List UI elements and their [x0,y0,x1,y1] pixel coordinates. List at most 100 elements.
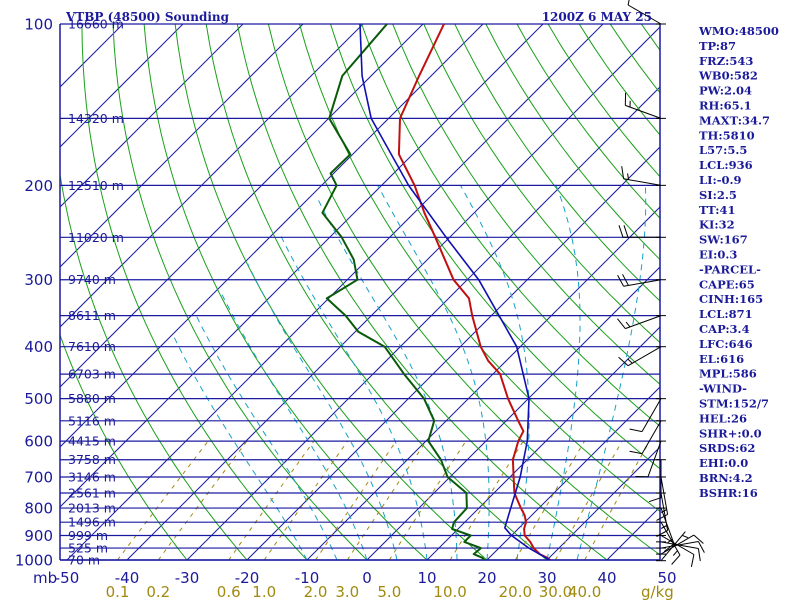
dry-adiabat-line [330,24,660,470]
dry-adiabat-line [299,24,660,513]
stability-index-item: LFC:646 [699,337,753,351]
pressure-label: 200 [24,177,53,195]
dry-adiabat-line [361,24,660,427]
stability-index-item: HEL:26 [699,411,747,425]
mixing-ratio-tick-label: 0.2 [146,583,170,600]
moist-adiabat-line [195,315,338,560]
mixing-ratio-line [157,440,248,560]
wind-barb [656,492,669,537]
dry-adiabat-line [60,333,188,560]
height-label: 9740 m [68,272,116,287]
dry-adiabat-line [423,24,660,344]
mixing-ratio-tick-label: 3.0 [335,583,359,600]
height-label: 5880 m [68,391,116,406]
isotherm-line [366,266,660,560]
wind-barb [656,521,681,565]
height-label: 4415 m [68,434,116,449]
mixing-ratio-tick-label: 30.0 [539,583,572,600]
height-label: 999 m [68,528,108,543]
stability-index-item: PW:2.04 [699,84,752,98]
pressure-label: 1000 [15,552,53,570]
axis-labels: 16660 m 14320 m 12510 m 11020 m 9740 m 8611 m… [15,16,677,600]
mixing-ratio-line [449,440,524,560]
temperature-tick-label: -20 [235,569,260,587]
stability-index-item: STM:152/7 [699,397,769,411]
height-label: 8611 m [68,308,116,323]
moist-adiabat-line [278,232,428,560]
moist-adiabat-line [377,185,490,560]
wind-barb [621,166,666,186]
moist-adiabat-line [247,263,398,560]
pressure-label: 400 [24,338,53,356]
height-label: 7610 m [68,339,116,354]
wind-barb [627,0,666,25]
height-label: 1496 m [68,515,116,530]
wind-barb [656,541,701,562]
mixing-ratio-line [514,440,586,560]
isotherm-line [126,26,660,560]
mixing-ratio-tick-label: 10.0 [433,583,466,600]
stability-index-item: SHR+:0.0 [699,426,762,440]
stability-index-item: SI:2.5 [699,188,737,202]
wind-barb [629,398,666,433]
temperature-tick-label: 20 [477,569,496,587]
dry-adiabat-line [766,24,800,571]
stability-index-item: KI:32 [699,218,735,232]
wind-barb [618,346,666,367]
isotherm-line [66,24,604,560]
mixing-ratio-tick-label: 40.0 [568,583,601,600]
isotherm-line [486,386,660,560]
diagram-background-lines [60,24,800,571]
height-label: 5116 m [68,413,116,428]
height-label: 16660 m [68,17,124,32]
dry-adiabat-line [143,24,428,560]
temperature-tick-label: 30 [537,569,556,587]
pressure-label: 100 [24,16,53,34]
moist-adiabat-line [576,185,647,560]
mixing-ratio-tick-label: 0.1 [106,583,130,600]
stability-index-item: MPL:586 [699,367,757,381]
stability-index-item: SW:167 [699,233,748,247]
wind-barb [618,225,666,238]
isotherm-line [186,86,660,560]
isotherm-line [306,206,660,560]
stability-index-item: LCL:871 [699,307,753,321]
wind-barbs [617,0,705,567]
dry-adiabat-line [60,171,248,560]
dry-adiabat-line [578,24,660,136]
temperature-tick-label: 40 [597,569,616,587]
parcel-profile-line [359,24,552,560]
mixing-ratio-tick-label: 2.0 [304,583,328,600]
mixing-ratio-line [117,440,209,560]
mixing-ratio-line [315,440,397,560]
stability-index-item: -WIND- [699,382,747,396]
dry-adiabat-line [112,24,368,560]
mixing-ratio-line [346,440,427,560]
temperature-tick-label: -50 [55,569,80,587]
height-label: 6703 m [68,367,116,382]
stability-index-item: TH:5810 [699,128,755,142]
wind-barb [624,92,666,119]
height-label: 11020 m [68,230,124,245]
pressure-label: 700 [24,468,53,486]
sounding-profiles [321,24,552,560]
isotherm-line [60,24,304,268]
height-label: 70 m [68,553,100,568]
isotherm-line [426,326,660,560]
stability-index-item: CAPE:65 [699,277,755,291]
pressure-label: 800 [24,500,53,518]
stability-index-item: LI:-0.9 [699,173,742,187]
wind-barb [648,459,666,503]
moist-adiabat-line [172,334,308,560]
temperature-profile-line [397,24,552,560]
isotherm-line [60,24,484,448]
stability-index-item: WB0:582 [698,69,758,83]
dry-adiabat-line [205,24,548,560]
isotherm-line [60,24,424,388]
height-label: 14320 m [68,111,124,126]
wind-barb [656,534,695,567]
temperature-tick-label: -40 [115,569,140,587]
y-axis-label: mb [33,569,57,587]
stability-index-item: WMO:48500 [698,24,779,38]
